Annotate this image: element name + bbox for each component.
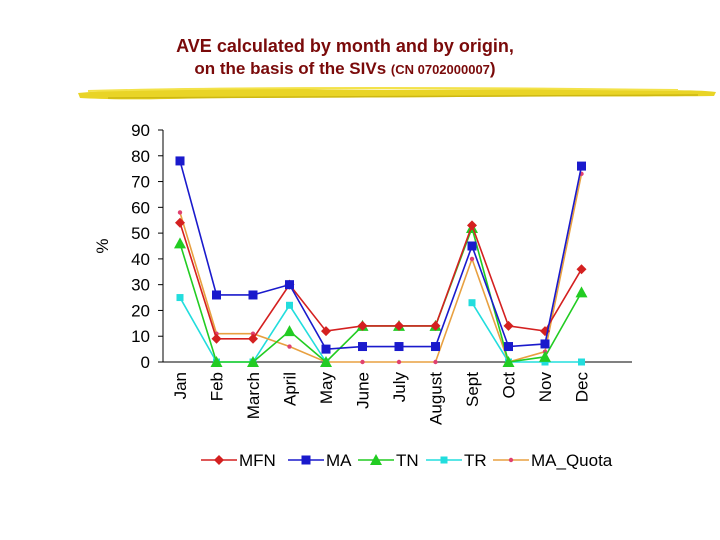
data-point-mfn xyxy=(467,220,477,231)
data-point-ma-quota xyxy=(433,359,438,365)
data-point-tn xyxy=(283,325,296,337)
data-point-mfn xyxy=(430,320,441,331)
y-tick-label: 0 xyxy=(141,353,150,372)
data-point-mfn xyxy=(321,326,331,337)
series-line-tr xyxy=(471,302,582,363)
yellow-brush-underline xyxy=(78,86,716,100)
legend-label-ma: MA xyxy=(326,451,352,470)
x-tick-label: Dec xyxy=(573,372,592,403)
data-point-ma xyxy=(175,156,185,166)
data-point-tr xyxy=(541,358,549,366)
data-point-mfn xyxy=(248,333,258,344)
data-point-tn xyxy=(575,286,588,298)
legend-marker-mfn xyxy=(214,455,224,465)
data-point-tn xyxy=(320,356,332,367)
y-tick-label: 70 xyxy=(131,173,150,192)
series-line-ma-quota xyxy=(179,173,583,363)
x-tick-label: May xyxy=(317,372,336,405)
data-point-ma xyxy=(431,342,440,352)
legend-label-mfn: MFN xyxy=(239,451,276,470)
series-line-mfn xyxy=(179,222,583,340)
series-line-ma xyxy=(179,160,583,350)
data-point-mfn xyxy=(503,320,514,331)
y-tick-label: 30 xyxy=(131,276,150,295)
data-point-tn xyxy=(210,356,223,367)
chart-title-line1: AVE calculated by month and by origin, xyxy=(176,36,514,56)
data-point-ma xyxy=(540,339,550,349)
data-point-tr xyxy=(176,294,184,302)
legend-label-tr: TR xyxy=(464,451,487,470)
data-point-ma xyxy=(504,342,513,352)
data-point-mfn xyxy=(394,320,404,331)
data-point-tn xyxy=(174,237,186,249)
data-point-ma xyxy=(285,280,294,290)
data-point-ma-quota xyxy=(469,256,475,262)
x-tick-label: April xyxy=(281,372,300,406)
data-point-mfn xyxy=(211,333,222,344)
x-tick-label: July xyxy=(390,372,409,403)
legend-marker-tr xyxy=(440,456,448,464)
legend-label-ma-quota: MA_Quota xyxy=(531,451,613,470)
data-point-tn xyxy=(247,356,259,367)
data-point-tr xyxy=(286,301,293,309)
y-tick-label: 10 xyxy=(131,327,150,346)
y-tick-label: 20 xyxy=(131,301,150,320)
y-tick-label: 90 xyxy=(131,121,150,140)
data-point-ma xyxy=(577,161,586,171)
data-point-ma-quota xyxy=(250,331,256,336)
y-tick-label: 40 xyxy=(131,250,150,269)
x-tick-label: Nov xyxy=(536,372,555,403)
data-point-ma xyxy=(467,241,477,251)
data-point-ma-quota xyxy=(360,359,365,365)
chart-title-line2-main: on the basis of the SIVs xyxy=(194,59,387,78)
data-point-tn xyxy=(502,356,515,367)
x-tick-label: Sept xyxy=(463,372,482,407)
y-axis-label: % xyxy=(93,238,112,253)
data-point-ma xyxy=(248,290,258,300)
legend-marker-ma xyxy=(301,455,311,465)
x-tick-label: March xyxy=(244,372,263,419)
x-tick-label: Jan xyxy=(171,372,190,399)
data-point-ma xyxy=(358,342,367,352)
chart-title-close: ) xyxy=(489,59,496,78)
x-tick-label: June xyxy=(354,372,373,409)
legend-label-tn: TN xyxy=(396,451,419,470)
x-tick-label: Oct xyxy=(500,372,519,399)
data-point-ma-quota xyxy=(396,359,402,365)
y-tick-label: 80 xyxy=(131,147,150,166)
data-point-ma xyxy=(394,342,404,352)
x-tick-label: Feb xyxy=(208,372,227,401)
data-point-mfn xyxy=(357,320,368,331)
data-point-ma xyxy=(321,344,331,354)
data-point-mfn xyxy=(576,264,587,275)
legend-marker-ma-quota xyxy=(508,457,514,463)
x-tick-label: August xyxy=(427,372,446,425)
data-point-tn xyxy=(539,350,551,362)
y-tick-label: 50 xyxy=(131,224,150,243)
data-point-ma-quota xyxy=(177,210,183,215)
data-point-tr xyxy=(578,358,585,366)
data-point-mfn xyxy=(175,217,185,228)
y-tick-label: 60 xyxy=(131,198,150,217)
data-point-ma xyxy=(212,290,221,300)
data-point-ma-quota xyxy=(287,344,292,349)
data-point-tr xyxy=(468,299,476,307)
chart-title-code: (CN 0702000007 xyxy=(390,62,490,77)
legend-marker-tn xyxy=(370,454,382,465)
chart-title-line2: on the basis of the SIVs (CN 0702000007) xyxy=(0,59,690,79)
